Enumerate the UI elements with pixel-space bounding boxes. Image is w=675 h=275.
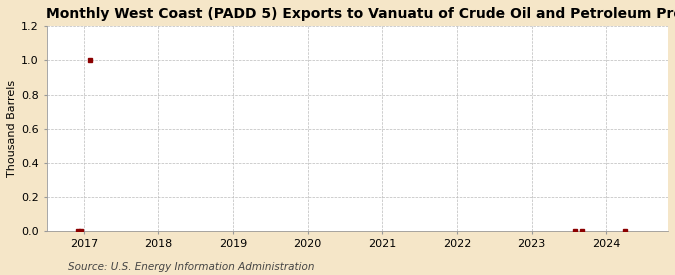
Y-axis label: Thousand Barrels: Thousand Barrels	[7, 80, 17, 177]
Text: Monthly West Coast (PADD 5) Exports to Vanuatu of Crude Oil and Petroleum Produc: Monthly West Coast (PADD 5) Exports to V…	[47, 7, 675, 21]
Text: Source: U.S. Energy Information Administration: Source: U.S. Energy Information Administ…	[68, 262, 314, 272]
